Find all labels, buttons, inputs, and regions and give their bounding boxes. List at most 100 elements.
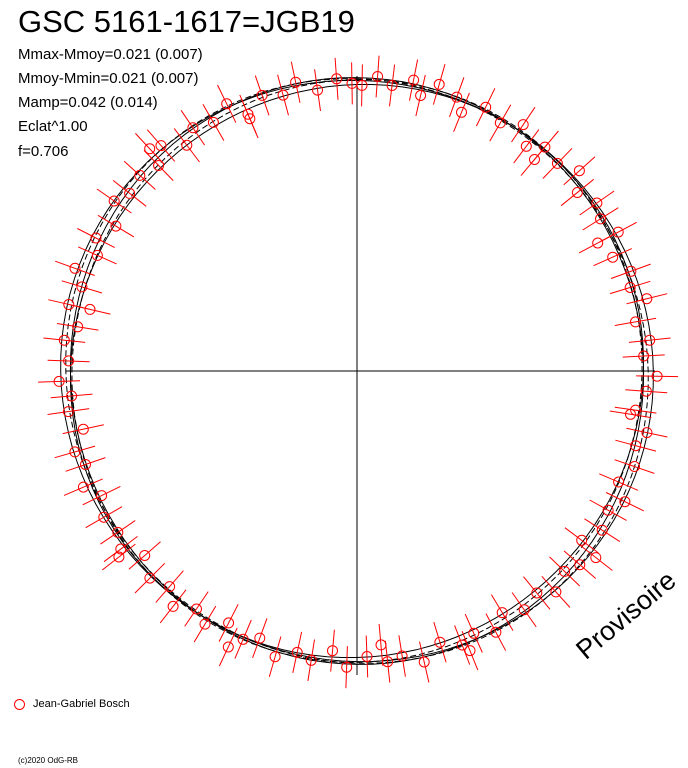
error-bar	[101, 543, 136, 571]
error-bar	[62, 424, 104, 435]
model-curve	[69, 77, 645, 665]
data-point	[571, 187, 583, 198]
data-point	[630, 316, 641, 328]
data-point	[592, 237, 604, 249]
data-point	[237, 633, 249, 645]
data-point	[153, 160, 165, 171]
data-point	[69, 446, 81, 458]
data-point	[386, 80, 398, 91]
data-point	[361, 651, 373, 662]
axes	[66, 76, 655, 675]
data-point	[155, 140, 167, 152]
data-point	[480, 101, 492, 113]
error-bar	[593, 248, 633, 267]
error-bar	[252, 618, 268, 658]
data-point	[77, 481, 89, 493]
data-point	[396, 650, 408, 662]
data-point	[91, 249, 103, 261]
error-bar	[96, 188, 132, 214]
error-bar	[622, 354, 665, 358]
data-point	[517, 119, 529, 131]
error-bar	[628, 337, 671, 343]
error-bar	[610, 263, 651, 279]
data-point	[551, 157, 563, 169]
data-point	[641, 293, 653, 305]
error-bar	[579, 190, 615, 216]
error-bar	[241, 99, 259, 139]
stat-eclat: Eclat^1.00	[18, 118, 88, 135]
data-point	[223, 617, 235, 629]
stat-f: f=0.706	[18, 143, 69, 160]
error-bar	[520, 143, 549, 176]
error-bar	[47, 408, 90, 415]
data-point	[451, 91, 463, 103]
error-bar	[43, 337, 86, 343]
error-bar	[77, 246, 117, 265]
data-point	[139, 550, 151, 561]
error-bar	[361, 64, 363, 107]
data-point	[518, 604, 530, 616]
error-bar	[384, 640, 391, 683]
data-point	[591, 197, 603, 209]
data-point	[72, 321, 84, 333]
data-point	[164, 581, 176, 593]
data-point	[341, 661, 353, 673]
data-point	[331, 73, 343, 85]
data-point	[641, 427, 653, 439]
error-bar	[128, 541, 161, 570]
data-point	[346, 77, 358, 89]
error-bar	[589, 499, 627, 521]
error-bar	[513, 129, 540, 164]
error-bar	[54, 445, 96, 459]
data-point	[115, 543, 127, 555]
data-point	[63, 299, 75, 310]
model-curve	[65, 78, 649, 664]
error-bar	[123, 160, 156, 190]
error-bar	[330, 629, 335, 672]
error-bar	[69, 304, 111, 315]
error-bar	[549, 556, 581, 587]
data-point	[629, 461, 640, 472]
error-bar	[409, 59, 419, 101]
data-point	[77, 423, 89, 435]
error-bar	[490, 594, 514, 631]
data-point	[520, 140, 532, 152]
data-point	[496, 607, 508, 619]
error-bar	[485, 613, 507, 651]
error-bar	[202, 103, 225, 141]
data-point	[191, 603, 202, 615]
data-point	[221, 98, 233, 110]
error-bar	[578, 544, 613, 571]
error-bar	[159, 589, 187, 624]
data-point	[539, 141, 551, 153]
data-point	[590, 552, 602, 564]
data-point	[167, 600, 179, 612]
data-points	[38, 55, 679, 689]
data-point	[456, 106, 467, 118]
data-point	[625, 265, 637, 277]
data-point	[199, 618, 211, 630]
error-bar	[541, 575, 571, 608]
error-bar	[50, 393, 93, 399]
data-point	[69, 262, 81, 274]
data-point	[305, 654, 317, 666]
error-bar	[398, 635, 406, 677]
data-point	[66, 390, 78, 402]
data-point	[112, 526, 124, 538]
error-bar	[464, 613, 483, 653]
copyright: (c)2020 OdG-RB	[18, 756, 79, 765]
legend-observer: Jean-Gabriel Bosch	[33, 698, 130, 710]
error-bar	[277, 74, 289, 116]
data-point	[576, 534, 588, 546]
data-point	[640, 385, 652, 397]
data-point	[254, 632, 266, 644]
data-point	[595, 213, 606, 225]
data-point	[84, 303, 96, 315]
page-title: GSC 5161-1617=JGB19	[18, 4, 355, 39]
error-bar	[609, 410, 652, 419]
error-bar	[180, 110, 206, 146]
error-bar	[97, 214, 135, 238]
data-point	[222, 641, 234, 653]
error-bar	[292, 631, 303, 674]
